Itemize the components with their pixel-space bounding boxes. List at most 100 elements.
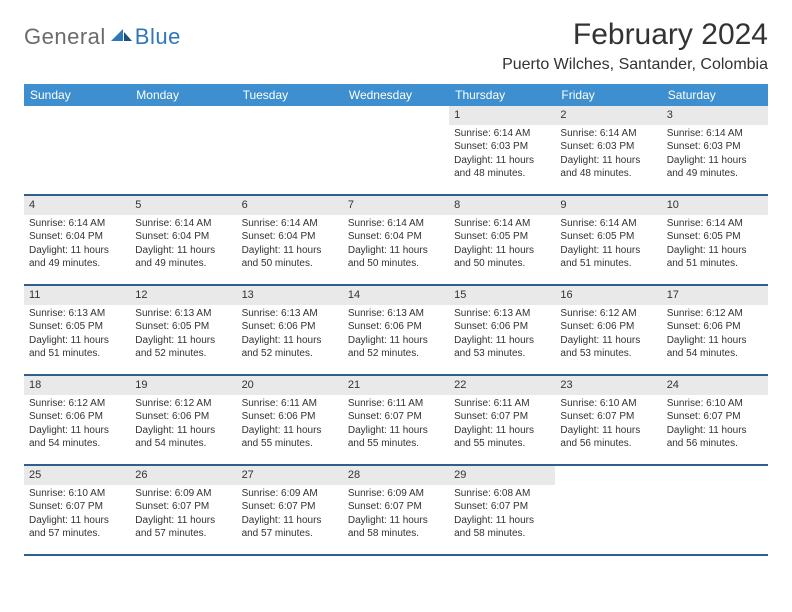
day-number: 5 [130,196,236,215]
daylight-label: Daylight: 11 hours and 56 minutes. [667,424,763,451]
day-body: Sunrise: 6:11 AMSunset: 6:07 PMDaylight:… [343,395,449,455]
logo-mark-icon [111,27,133,48]
day-cell: 3Sunrise: 6:14 AMSunset: 6:03 PMDaylight… [662,106,768,194]
daylight-label: Daylight: 11 hours and 54 minutes. [29,424,125,451]
sunset-label: Sunset: 6:04 PM [135,230,231,244]
daylight-label: Daylight: 11 hours and 50 minutes. [242,244,338,271]
sunrise-label: Sunrise: 6:10 AM [667,397,763,411]
sunrise-label: Sunrise: 6:14 AM [454,217,550,231]
location-label: Puerto Wilches, Santander, Colombia [502,56,768,74]
day-number [662,466,768,485]
day-body: Sunrise: 6:14 AMSunset: 6:04 PMDaylight:… [24,215,130,275]
sunrise-label: Sunrise: 6:10 AM [29,487,125,501]
day-body: Sunrise: 6:12 AMSunset: 6:06 PMDaylight:… [24,395,130,455]
day-number [343,106,449,125]
daylight-label: Daylight: 11 hours and 52 minutes. [242,334,338,361]
day-cell: 10Sunrise: 6:14 AMSunset: 6:05 PMDayligh… [662,196,768,284]
sunset-label: Sunset: 6:06 PM [667,320,763,334]
page-title: February 2024 [502,18,768,52]
day-cell: 28Sunrise: 6:09 AMSunset: 6:07 PMDayligh… [343,466,449,554]
sunset-label: Sunset: 6:06 PM [135,410,231,424]
day-body: Sunrise: 6:11 AMSunset: 6:07 PMDaylight:… [449,395,555,455]
sunset-label: Sunset: 6:05 PM [454,230,550,244]
day-number: 26 [130,466,236,485]
sunrise-label: Sunrise: 6:14 AM [667,217,763,231]
daylight-label: Daylight: 11 hours and 49 minutes. [667,154,763,181]
day-number: 23 [555,376,661,395]
sunset-label: Sunset: 6:07 PM [667,410,763,424]
day-cell: 13Sunrise: 6:13 AMSunset: 6:06 PMDayligh… [237,286,343,374]
sunset-label: Sunset: 6:06 PM [29,410,125,424]
daylight-label: Daylight: 11 hours and 53 minutes. [454,334,550,361]
day-number: 1 [449,106,555,125]
sunset-label: Sunset: 6:05 PM [29,320,125,334]
day-cell: 5Sunrise: 6:14 AMSunset: 6:04 PMDaylight… [130,196,236,284]
day-body: Sunrise: 6:12 AMSunset: 6:06 PMDaylight:… [130,395,236,455]
day-number: 29 [449,466,555,485]
day-number: 14 [343,286,449,305]
sunset-label: Sunset: 6:05 PM [667,230,763,244]
day-cell: 21Sunrise: 6:11 AMSunset: 6:07 PMDayligh… [343,376,449,464]
day-cell: 18Sunrise: 6:12 AMSunset: 6:06 PMDayligh… [24,376,130,464]
day-body: Sunrise: 6:13 AMSunset: 6:06 PMDaylight:… [343,305,449,365]
day-cell: 9Sunrise: 6:14 AMSunset: 6:05 PMDaylight… [555,196,661,284]
day-number: 10 [662,196,768,215]
sunrise-label: Sunrise: 6:14 AM [560,217,656,231]
day-number: 12 [130,286,236,305]
weekday-wednesday: Wednesday [343,84,449,106]
daylight-label: Daylight: 11 hours and 57 minutes. [135,514,231,541]
day-number: 25 [24,466,130,485]
sunset-label: Sunset: 6:07 PM [454,500,550,514]
weekday-header-row: SundayMondayTuesdayWednesdayThursdayFrid… [24,84,768,106]
sunrise-label: Sunrise: 6:12 AM [560,307,656,321]
sunset-label: Sunset: 6:06 PM [560,320,656,334]
day-cell: 6Sunrise: 6:14 AMSunset: 6:04 PMDaylight… [237,196,343,284]
day-body: Sunrise: 6:14 AMSunset: 6:04 PMDaylight:… [130,215,236,275]
sunset-label: Sunset: 6:07 PM [348,500,444,514]
day-cell: 4Sunrise: 6:14 AMSunset: 6:04 PMDaylight… [24,196,130,284]
daylight-label: Daylight: 11 hours and 55 minutes. [454,424,550,451]
day-body: Sunrise: 6:09 AMSunset: 6:07 PMDaylight:… [130,485,236,545]
day-number: 27 [237,466,343,485]
daylight-label: Daylight: 11 hours and 52 minutes. [135,334,231,361]
daylight-label: Daylight: 11 hours and 57 minutes. [242,514,338,541]
day-cell-empty [130,106,236,194]
daylight-label: Daylight: 11 hours and 50 minutes. [348,244,444,271]
day-cell: 2Sunrise: 6:14 AMSunset: 6:03 PMDaylight… [555,106,661,194]
sunset-label: Sunset: 6:07 PM [135,500,231,514]
daylight-label: Daylight: 11 hours and 56 minutes. [560,424,656,451]
day-body: Sunrise: 6:13 AMSunset: 6:05 PMDaylight:… [24,305,130,365]
day-number: 11 [24,286,130,305]
daylight-label: Daylight: 11 hours and 49 minutes. [29,244,125,271]
day-body: Sunrise: 6:08 AMSunset: 6:07 PMDaylight:… [449,485,555,545]
sunrise-label: Sunrise: 6:13 AM [29,307,125,321]
day-number: 4 [24,196,130,215]
weekday-friday: Friday [555,84,661,106]
day-number: 6 [237,196,343,215]
daylight-label: Daylight: 11 hours and 55 minutes. [242,424,338,451]
sunrise-label: Sunrise: 6:09 AM [348,487,444,501]
sunset-label: Sunset: 6:04 PM [348,230,444,244]
calendar: SundayMondayTuesdayWednesdayThursdayFrid… [24,84,768,556]
weekday-thursday: Thursday [449,84,555,106]
day-cell: 22Sunrise: 6:11 AMSunset: 6:07 PMDayligh… [449,376,555,464]
sunset-label: Sunset: 6:06 PM [348,320,444,334]
day-cell: 23Sunrise: 6:10 AMSunset: 6:07 PMDayligh… [555,376,661,464]
sunrise-label: Sunrise: 6:14 AM [135,217,231,231]
week-row: 25Sunrise: 6:10 AMSunset: 6:07 PMDayligh… [24,466,768,556]
sunrise-label: Sunrise: 6:12 AM [135,397,231,411]
sunset-label: Sunset: 6:03 PM [667,140,763,154]
day-body: Sunrise: 6:13 AMSunset: 6:05 PMDaylight:… [130,305,236,365]
sunset-label: Sunset: 6:07 PM [560,410,656,424]
sunrise-label: Sunrise: 6:11 AM [348,397,444,411]
sunset-label: Sunset: 6:07 PM [454,410,550,424]
daylight-label: Daylight: 11 hours and 57 minutes. [29,514,125,541]
day-cell: 27Sunrise: 6:09 AMSunset: 6:07 PMDayligh… [237,466,343,554]
sunrise-label: Sunrise: 6:09 AM [135,487,231,501]
sunset-label: Sunset: 6:03 PM [454,140,550,154]
daylight-label: Daylight: 11 hours and 50 minutes. [454,244,550,271]
daylight-label: Daylight: 11 hours and 55 minutes. [348,424,444,451]
daylight-label: Daylight: 11 hours and 48 minutes. [560,154,656,181]
day-number [24,106,130,125]
day-body: Sunrise: 6:10 AMSunset: 6:07 PMDaylight:… [555,395,661,455]
